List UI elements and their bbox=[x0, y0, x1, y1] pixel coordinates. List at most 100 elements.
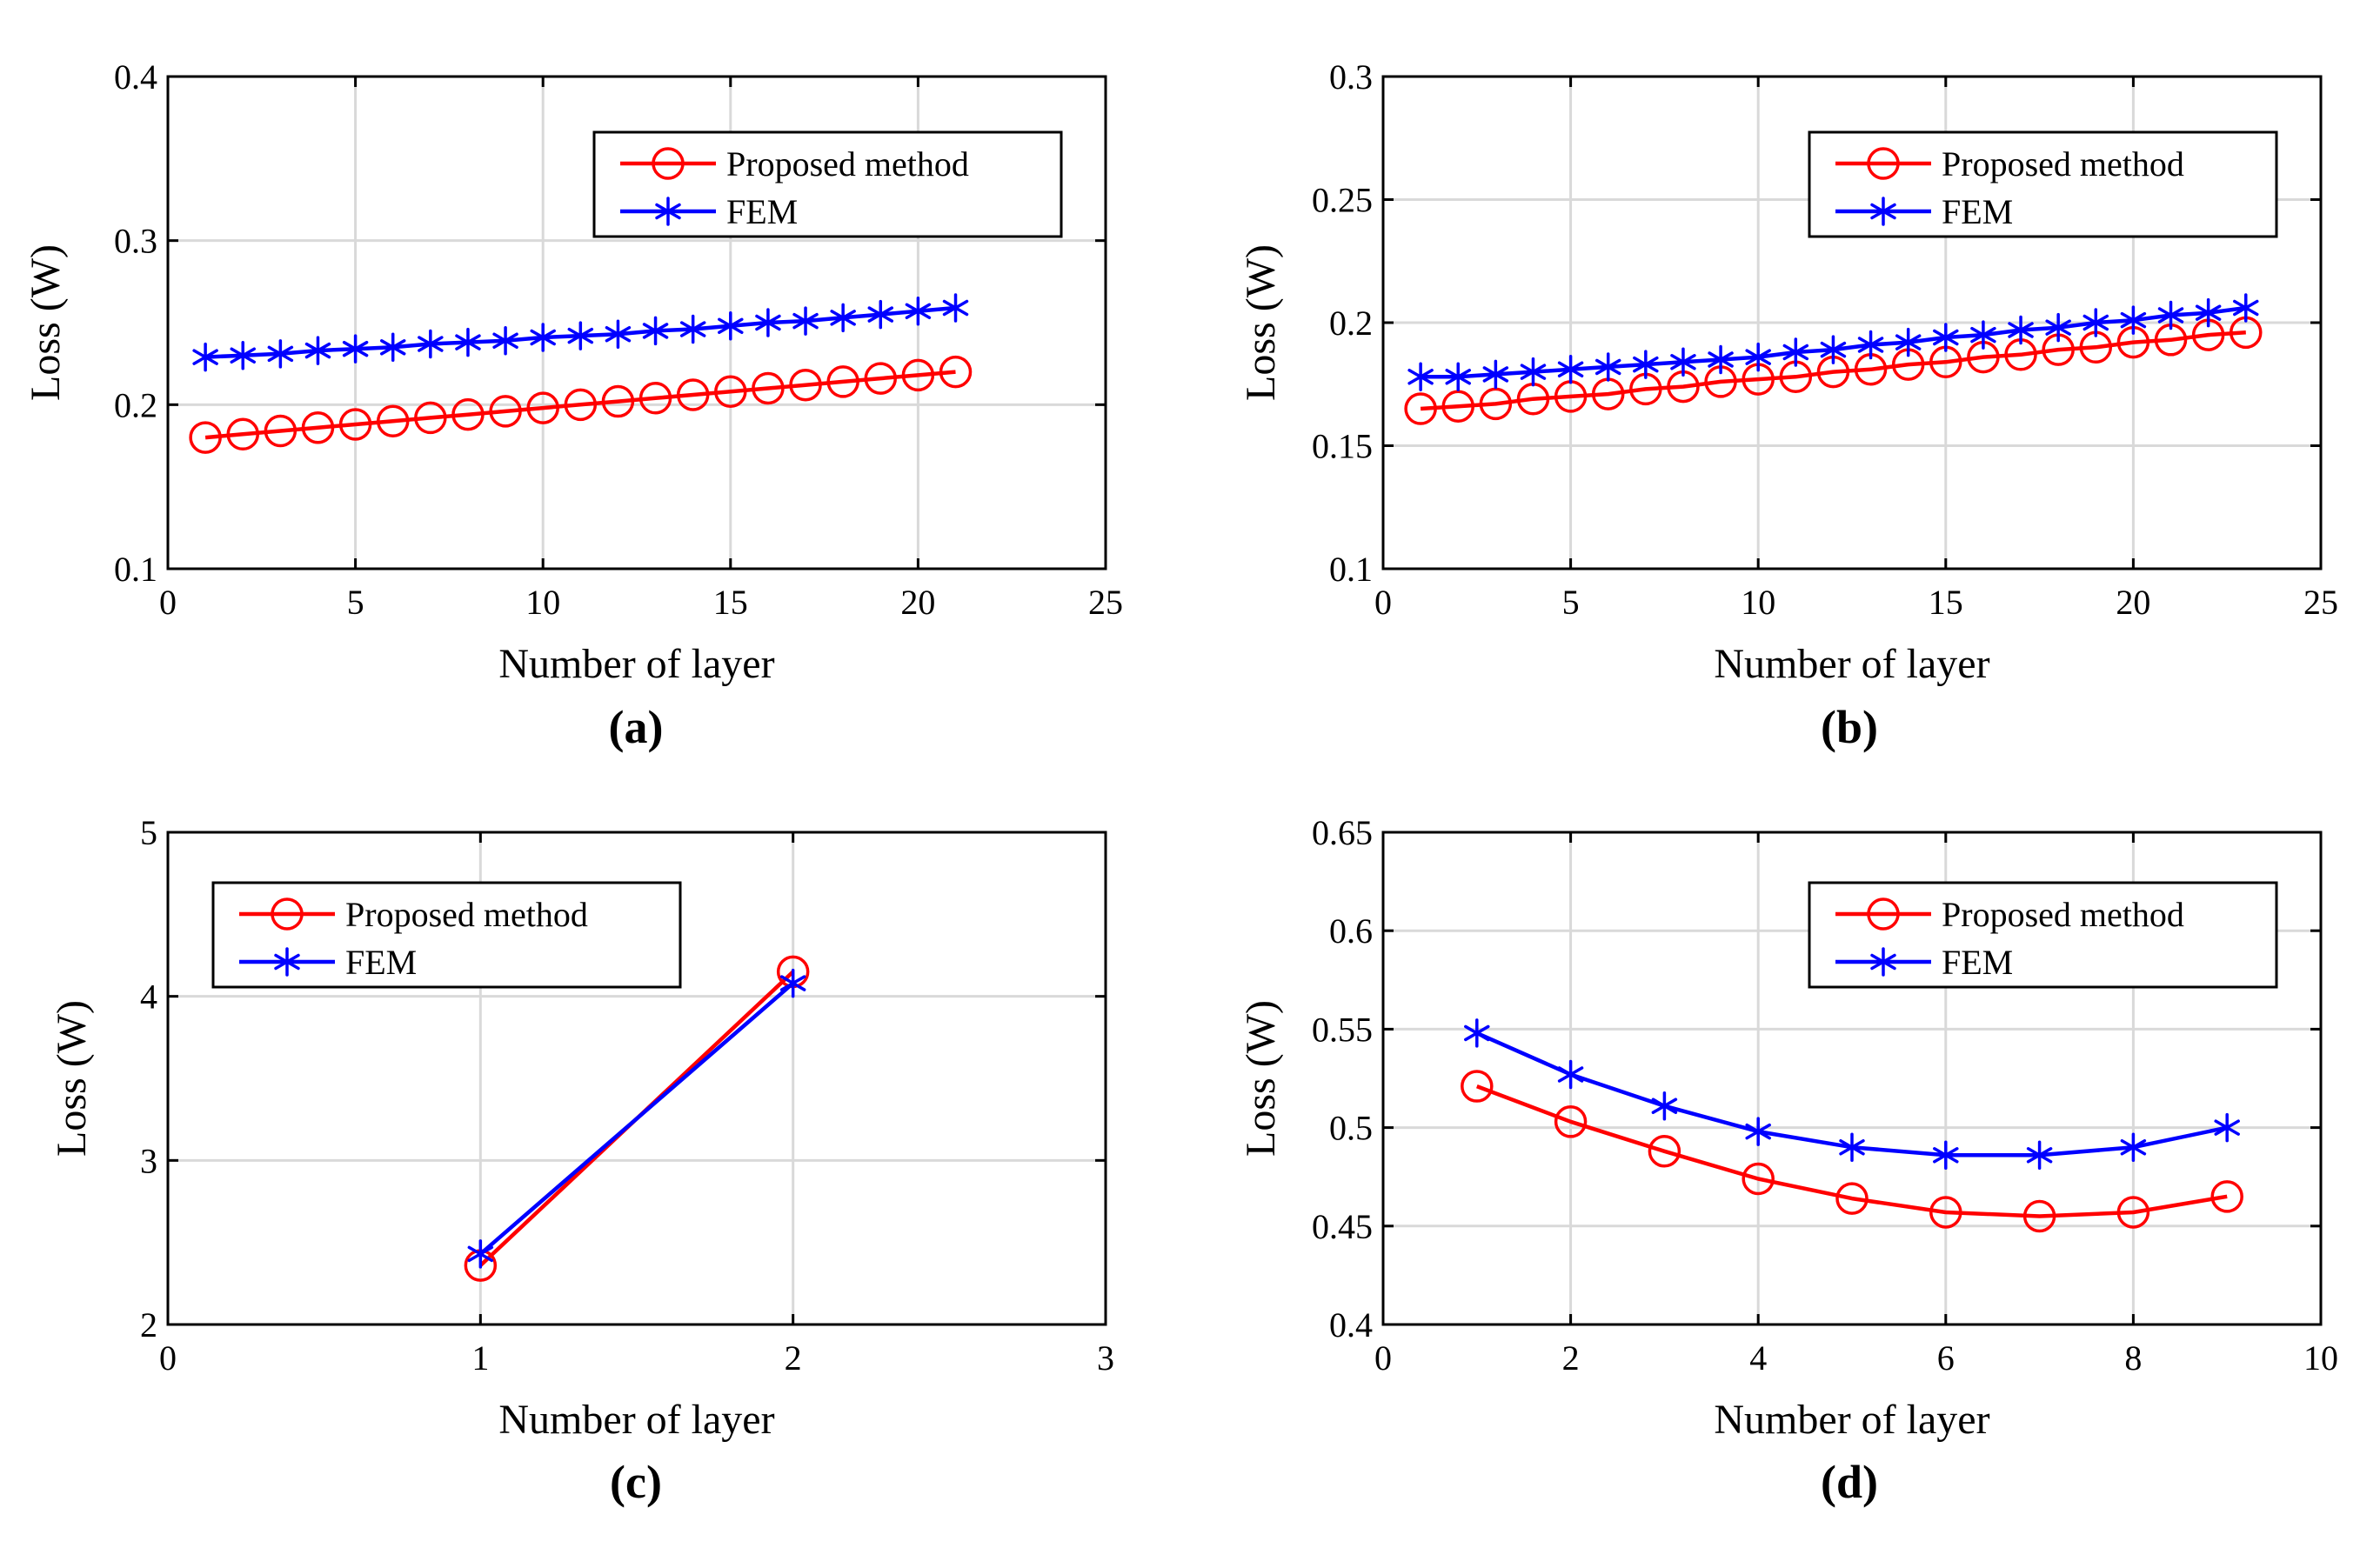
panel-b-fem-point-11 bbox=[1782, 337, 1809, 367]
panel-b-proposed-point-2 bbox=[1441, 390, 1474, 423]
panel-b-fem-point-8 bbox=[1670, 347, 1696, 377]
panel-c-legend-fem-marker bbox=[274, 947, 300, 977]
panel-a-proposed-point-6 bbox=[376, 404, 410, 437]
panel-b-fem-point-8-stroke-2 bbox=[1670, 354, 1696, 370]
panel-b-fem-point-21 bbox=[2157, 300, 2184, 330]
panel-b-legend-fem-label: FEM bbox=[1942, 192, 2013, 231]
panel-a-fem-point-7-stroke-2 bbox=[418, 336, 444, 352]
panel-a-fem-point-19 bbox=[867, 299, 894, 330]
panel-b-series-proposed-line bbox=[1420, 330, 2246, 411]
panel-b-fem-point-9-stroke-2 bbox=[1708, 351, 1734, 368]
panel-c-x-axis-label: Number of layer bbox=[498, 1397, 774, 1443]
panel-c-fem-point-1 bbox=[467, 1239, 494, 1269]
panel-d-fem-point-6 bbox=[1933, 1140, 1959, 1171]
panel-a-xtick-label-3: 15 bbox=[713, 583, 748, 622]
panel-a-proposed-point-2 bbox=[226, 417, 259, 451]
panel-d-xtick-label-0: 0 bbox=[1374, 1338, 1392, 1378]
panel-b-fem-point-15-stroke-2 bbox=[1933, 329, 1959, 346]
panel-b-fem-point-14-stroke-2 bbox=[1895, 334, 1922, 350]
panel-a-fem-point-10 bbox=[530, 323, 556, 352]
panel-d-legend-proposed-marker bbox=[1867, 897, 1900, 931]
panel-c-legend-fem-label: FEM bbox=[345, 943, 417, 982]
panel-d-proposed-point-6 bbox=[1929, 1196, 1962, 1229]
panel-d-fem-point-1-stroke-2 bbox=[1464, 1024, 1490, 1042]
panel-a-proposed-point-16 bbox=[752, 371, 785, 405]
panel-c-xtick-label-1: 1 bbox=[471, 1338, 489, 1378]
panel-d-ytick-label-0: 0.4 bbox=[1329, 1305, 1373, 1344]
panel-d-xtick-label-5: 10 bbox=[2303, 1338, 2338, 1378]
panel-a-fem-point-4 bbox=[304, 336, 331, 365]
panel-b-xtick-label-0: 0 bbox=[1374, 583, 1392, 622]
panel-c-legend-proposed-label: Proposed method bbox=[345, 895, 588, 934]
panel-b-fem-point-10-stroke-2 bbox=[1745, 349, 1771, 365]
panel-a-ytick-label-3: 0.4 bbox=[114, 57, 157, 97]
panel-b-chart: 0 5 10 15 20 25 0.1 0.15 0.2 0.25 0.3 Number of lay… bbox=[1238, 57, 2338, 687]
panel-a-fem-point-14 bbox=[679, 314, 706, 344]
panel-a-proposed-point-5 bbox=[338, 408, 372, 441]
panel-c-legend-proposed-marker bbox=[271, 897, 304, 931]
panel-d-chart: 0 2 4 6 8 10 0.4 0.45 0.5 0.55 0.6 0.65 Number of la… bbox=[1238, 813, 2338, 1443]
panel-b-fem-point-22 bbox=[2195, 297, 2222, 328]
panel-c-xtick-label-2: 2 bbox=[785, 1338, 802, 1378]
panel-a-proposed-point-14 bbox=[676, 378, 710, 411]
panel-c-chart: 0 1 2 3 2 3 4 5 Number of layer Loss (W) Proposed … bbox=[49, 813, 1114, 1443]
panel-a-proposed-point-8 bbox=[451, 397, 485, 431]
panel-b-y-axis-label: Loss (W) bbox=[1238, 244, 1284, 401]
panel-a-legend-proposed-marker bbox=[652, 147, 685, 180]
panel-a-fem-point-4-stroke-2 bbox=[304, 342, 331, 359]
panel-b-xtick-label-2: 10 bbox=[1741, 583, 1775, 622]
panel-a-xtick-label-2: 10 bbox=[525, 583, 560, 622]
panel-b-fem-point-6-stroke-2 bbox=[1594, 358, 1621, 376]
panel-b-proposed-point-3 bbox=[1479, 387, 1513, 421]
panel-d-fem-point-4-stroke-2 bbox=[1745, 1123, 1771, 1140]
panel-b-fem-point-16-stroke-2 bbox=[1970, 326, 1996, 344]
panel-a-legend-fem-marker-stroke-2 bbox=[655, 203, 681, 220]
panel-a-ytick-label-1: 0.2 bbox=[114, 385, 157, 424]
panel-d-fem-point-9 bbox=[2214, 1112, 2240, 1143]
panel-b-xtick-label-3: 15 bbox=[1929, 583, 1963, 622]
panel-a-proposed-point-19 bbox=[864, 362, 898, 395]
panel-d-xtick-label-1: 2 bbox=[1562, 1338, 1580, 1378]
panel-b-fem-point-1 bbox=[1407, 362, 1434, 392]
panel-d-x-axis-label: Number of layer bbox=[1714, 1397, 1989, 1443]
panel-a-legend: Proposed method FEM bbox=[592, 130, 1063, 238]
panel-d-y-axis-label: Loss (W) bbox=[1238, 1000, 1284, 1157]
panel-a-proposed-point-4 bbox=[301, 410, 335, 444]
panel-a-fem-point-21 bbox=[942, 293, 969, 323]
panel-a-fem-point-13 bbox=[642, 316, 669, 346]
panel-b-fem-point-1-stroke-2 bbox=[1407, 369, 1434, 385]
panel-b-x-axis-label: Number of layer bbox=[1714, 641, 1989, 687]
panel-d-fem-point-4 bbox=[1745, 1117, 1771, 1146]
panel-a-fem-point-17 bbox=[792, 306, 819, 336]
panel-a-x-axis-label: Number of layer bbox=[498, 641, 774, 687]
panel-c-xtick-label-0: 0 bbox=[159, 1338, 177, 1378]
panel-a-series-proposed-line bbox=[204, 370, 956, 440]
panel-a-ytick-label-0: 0.1 bbox=[114, 550, 157, 589]
panel-c-ytick-label-0: 2 bbox=[140, 1305, 157, 1344]
panel-a-proposed-point-1 bbox=[189, 421, 222, 454]
panel-caption-a: (a) bbox=[608, 701, 664, 753]
panel-d-proposed-point-7 bbox=[2022, 1199, 2056, 1233]
panel-a-proposed-point-13 bbox=[638, 382, 672, 415]
panel-a-fem-point-15 bbox=[718, 311, 744, 341]
panel-a-legend-proposed-label: Proposed method bbox=[726, 144, 969, 183]
panel-a-fem-point-12 bbox=[605, 319, 632, 349]
panel-d-fem-point-8 bbox=[2120, 1132, 2147, 1162]
panel-a-fem-point-20-stroke-2 bbox=[905, 303, 932, 320]
panel-a-fem-point-9 bbox=[492, 326, 518, 356]
panel-d-ytick-label-3: 0.55 bbox=[1312, 1010, 1373, 1049]
panel-a-fem-point-3 bbox=[267, 339, 294, 369]
panel-b-fem-point-23-stroke-2 bbox=[2233, 299, 2259, 317]
panel-b-ytick-label-4: 0.3 bbox=[1329, 57, 1373, 97]
panel-a-fem-point-11-stroke-2 bbox=[567, 327, 594, 344]
panel-b-fem-point-15 bbox=[1933, 323, 1959, 352]
panel-a-fem-point-12-stroke-2 bbox=[605, 325, 632, 343]
panel-a-fem-point-5-stroke-2 bbox=[342, 340, 369, 357]
panel-b-fem-point-12-stroke-2 bbox=[1820, 341, 1847, 358]
panel-a-proposed-point-9 bbox=[489, 395, 522, 428]
panel-d-proposed-point-8 bbox=[2116, 1196, 2150, 1229]
panel-caption-d: (d) bbox=[1821, 1456, 1878, 1508]
panel-d-series-proposed-line bbox=[1476, 1084, 2228, 1218]
panel-d-axes-frame bbox=[1381, 831, 2323, 1326]
